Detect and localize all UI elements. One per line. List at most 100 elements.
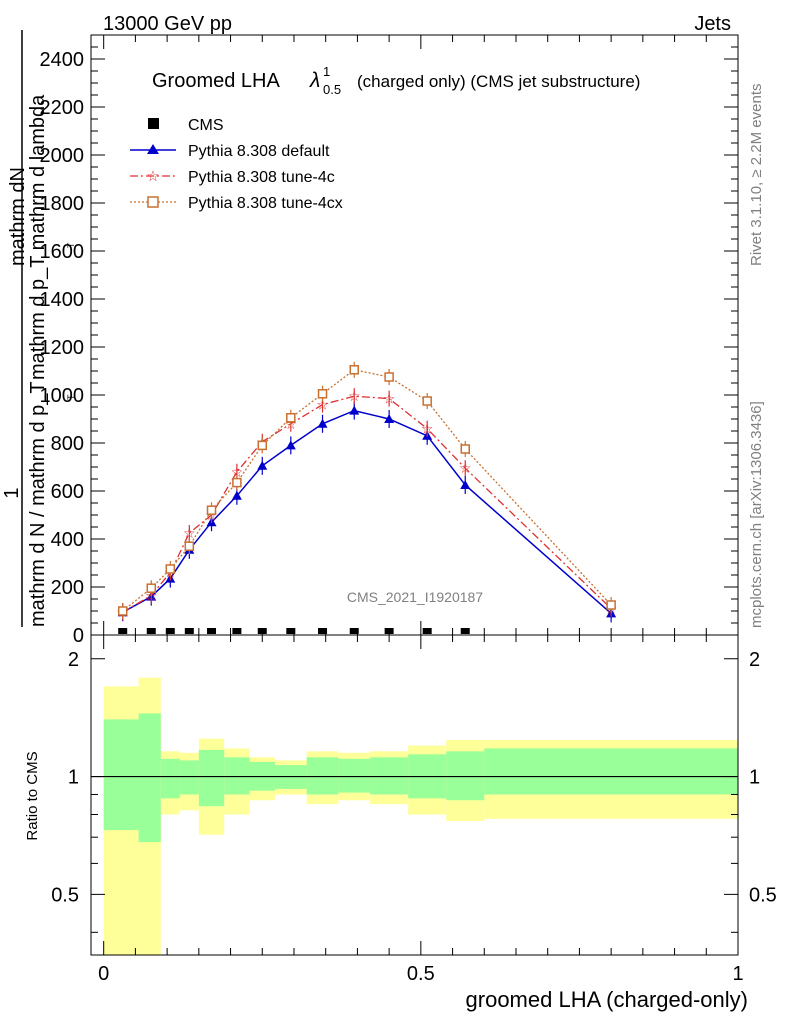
main-y-tick-label: 2400: [40, 49, 85, 71]
main-y-tick-labels: 0 200 400 600 800 1000 1200 1400 1600 1800 2000 220…: [40, 49, 85, 647]
ratio-inner-band: [306, 757, 339, 795]
ratio-inner-band: [338, 758, 371, 793]
cms-data-point: [146, 628, 156, 634]
tune4cx-data-point: [286, 413, 296, 423]
tune4c-data-point: ☆: [383, 391, 396, 407]
ratio-y-tick-label: 1: [68, 767, 79, 789]
title-lambda: λ: [309, 69, 320, 92]
main-y-tick-label: 800: [51, 433, 84, 455]
main-y-tick-label: 1200: [40, 337, 85, 359]
tune4cx-data-point: [117, 606, 128, 616]
ylabel-num1: mathrm dN: [7, 167, 29, 266]
tune4cx-data-point: [184, 541, 195, 551]
legend-default-label: Pythia 8.308 default: [188, 143, 330, 160]
title-sup: 1: [323, 64, 330, 79]
ratio-plot-panel: 0.5 0.5 1 1 2 2 0 0.5 1: [51, 634, 777, 985]
tune4cx-data-point: [146, 583, 157, 593]
main-y-tick-label: 600: [51, 481, 84, 503]
x-axis-label: groomed LHA (charged-only): [466, 987, 748, 1012]
legend-default-marker: [147, 144, 159, 154]
tune4cx-data-point: [232, 477, 242, 488]
tune4cx-data-point: [349, 365, 359, 375]
main-y-tick-label: 1400: [40, 289, 85, 311]
default-data-point: [231, 490, 242, 500]
ratio-inner-band: [370, 757, 409, 795]
cms-data-point: [318, 628, 328, 634]
main-y-axis-label: 1 mathrm d N / mathrm d p_T T mathrm dN …: [1, 30, 76, 627]
legend-tune4c-marker: ☆: [146, 168, 159, 185]
ratio-inner-band: [198, 749, 225, 807]
cms-data-point: [165, 628, 175, 634]
plot-title: Groomed LHA λ 1 0.5 (charged only) (CMS …: [152, 64, 640, 97]
mcplots-credit: mcplots.cern.ch [arXiv:1306.3436]: [748, 401, 765, 628]
main-plot-panel: 0 200 400 600 800 1000 1200 1400 1600 1800 2000 220…: [40, 34, 739, 647]
ratio-y-tick-label: 2: [68, 649, 79, 671]
ratio-axis-ticks: [91, 635, 739, 955]
cms-data-point: [422, 628, 432, 634]
ratio-y-tick-label-right: 0.5: [749, 884, 777, 906]
cms-data-point: [184, 628, 194, 634]
ratio-y-tick-label-right: 2: [749, 649, 760, 671]
series-line: [122, 369, 612, 612]
legend-cms-marker: [148, 118, 159, 129]
tune4c-data-point: ☆: [231, 464, 244, 480]
x-tick-labels: 0 0.5 1: [98, 963, 743, 985]
default-data-point: [384, 414, 395, 423]
ratio-inner-band: [224, 757, 250, 795]
ratio-inner-band: [446, 751, 485, 801]
cms-data-point: [460, 628, 470, 634]
default-data-point: [285, 440, 296, 450]
x-tick-label: 0.5: [407, 963, 435, 985]
main-y-tick-label: 2200: [40, 97, 85, 119]
ratio-inner-band: [484, 748, 738, 795]
cms-data-point: [118, 628, 128, 634]
x-tick-label: 1: [732, 963, 743, 985]
default-data-point: [257, 460, 268, 470]
cms-data-point: [257, 628, 267, 634]
main-y-tick-label: 1800: [40, 193, 85, 215]
tune4cx-data-point: [317, 389, 328, 399]
tune4cx-data-point: [165, 564, 176, 574]
legend-tune4cx-marker: [147, 196, 159, 208]
tune4c-data-point: ☆: [348, 388, 361, 404]
default-data-point: [317, 418, 328, 428]
ratio-inner-band: [138, 713, 161, 843]
ylabel-den: mathrm d N / mathrm d p_T: [27, 381, 49, 627]
ratio-plot-frame: [90, 634, 739, 956]
tune4cx-data-point: [384, 372, 394, 382]
ratio-y-tick-labels: 0.5 0.5 1 1 2 2: [51, 649, 777, 907]
header-left: 13000 GeV pp: [103, 13, 232, 35]
cms-data-point: [232, 628, 242, 634]
title-sub: 0.5: [323, 82, 341, 97]
cms-data-point: [286, 628, 296, 634]
tune4c-data-point: ☆: [316, 397, 329, 413]
ratio-inner-band: [103, 719, 139, 831]
default-data-point: [349, 405, 360, 415]
main-y-tick-label: 1000: [40, 385, 85, 407]
legend-cms-label: CMS: [188, 117, 224, 134]
series-line: [122, 395, 612, 613]
rivet-version: Rivet 3.1.10, ≥ 2.2M events: [748, 84, 765, 267]
main-series-layer: ☆☆☆☆☆☆☆☆☆☆☆☆☆☆: [116, 361, 617, 634]
tune4c-data-point: ☆: [421, 421, 434, 437]
legend-tune4c-label: Pythia 8.308 tune-4c: [188, 169, 335, 186]
ratio-bands: [103, 677, 738, 955]
series-line: [122, 409, 612, 614]
main-y-tick-label: 0: [73, 625, 84, 647]
main-y-tick-label: 200: [51, 577, 84, 599]
legend: CMS Pythia 8.308 default ☆ Pythia 8.308 …: [130, 117, 343, 212]
ratio-y-tick-label: 0.5: [51, 884, 79, 906]
default-data-point: [460, 480, 471, 489]
ratio-inner-band: [160, 758, 180, 799]
cms-data-point: [207, 628, 217, 634]
ratio-y-tick-label-right: 1: [749, 767, 760, 789]
tune4cx-data-point: [206, 505, 217, 515]
tune4cx-data-point: [422, 396, 432, 406]
legend-tune4cx-label: Pythia 8.308 tune-4cx: [188, 195, 343, 212]
tune4cx-data-point: [460, 444, 470, 454]
tune4cx-data-point: [257, 440, 268, 451]
main-y-tick-label: 1600: [40, 241, 85, 263]
title-main: Groomed LHA: [152, 70, 280, 92]
tune4cx-data-point: [606, 600, 616, 610]
